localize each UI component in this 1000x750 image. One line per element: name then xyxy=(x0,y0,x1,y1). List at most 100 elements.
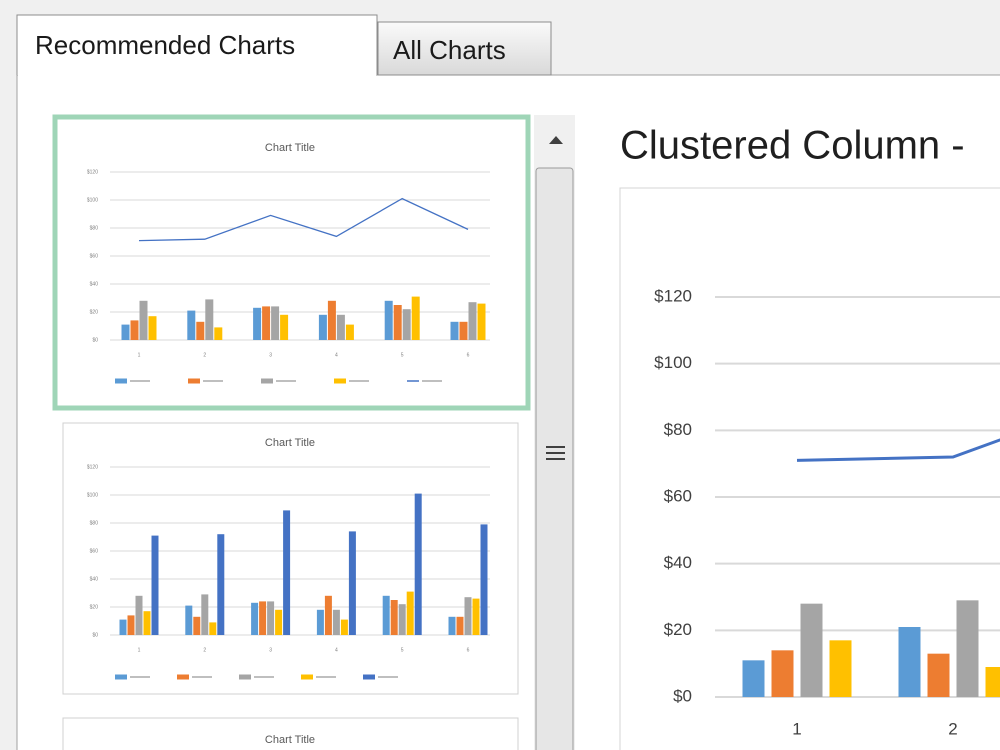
bar xyxy=(283,510,291,635)
y-tick-label: $100 xyxy=(87,197,98,203)
bar xyxy=(829,640,852,697)
bar xyxy=(148,316,157,340)
bar xyxy=(464,597,472,635)
y-tick-label: $100 xyxy=(87,492,98,498)
bar xyxy=(477,303,486,340)
bar xyxy=(771,650,794,697)
bar xyxy=(448,616,456,635)
y-tick-label: $0 xyxy=(92,337,98,343)
bar xyxy=(414,493,422,635)
y-tick-label: $40 xyxy=(90,281,99,287)
bar xyxy=(742,660,765,697)
x-tick-label: 1 xyxy=(138,352,141,358)
legend-swatch xyxy=(363,674,375,680)
thumbnail-title: Chart Title xyxy=(265,142,315,154)
bar xyxy=(185,605,193,635)
bar xyxy=(209,622,217,635)
tab-recommended[interactable] xyxy=(16,14,378,75)
bar xyxy=(898,627,921,697)
y-tick-label: $120 xyxy=(654,286,692,305)
x-tick-label: 6 xyxy=(467,647,470,653)
bar xyxy=(324,595,332,635)
bar xyxy=(327,300,336,340)
bar xyxy=(800,603,823,697)
bar xyxy=(336,314,345,340)
bar xyxy=(214,327,223,340)
bar xyxy=(459,321,468,340)
y-tick-label: $80 xyxy=(664,420,692,439)
bar xyxy=(393,305,402,340)
thumbnail[interactable] xyxy=(62,422,519,695)
y-tick-label: $60 xyxy=(90,548,99,554)
bar xyxy=(251,602,259,635)
bar xyxy=(130,320,139,340)
y-tick-label: $100 xyxy=(654,353,692,372)
bar xyxy=(275,609,283,635)
preview-heading: Clustered Column - xyxy=(620,124,965,168)
bar xyxy=(927,653,950,697)
thumbnail-selected[interactable] xyxy=(52,114,531,411)
bar xyxy=(390,600,398,635)
bar xyxy=(956,600,979,697)
bar xyxy=(480,524,488,635)
bar xyxy=(316,609,324,635)
legend-swatch xyxy=(115,674,127,680)
tab-label[interactable]: All Charts xyxy=(393,35,506,65)
bar xyxy=(271,306,280,340)
bar xyxy=(139,300,148,340)
bar xyxy=(259,601,267,635)
bar xyxy=(201,594,209,635)
bar xyxy=(267,601,275,635)
bar xyxy=(402,309,411,340)
tab-all[interactable] xyxy=(377,21,552,76)
x-tick-label: 4 xyxy=(335,352,338,358)
y-tick-label: $0 xyxy=(92,632,98,638)
bar xyxy=(406,591,414,635)
x-tick-label: 1 xyxy=(792,719,801,738)
legend-swatch xyxy=(334,378,346,384)
thumbnail[interactable] xyxy=(62,717,519,750)
y-tick-label: $40 xyxy=(90,576,99,582)
y-tick-label: $20 xyxy=(90,604,99,610)
bar xyxy=(450,321,459,340)
bar xyxy=(318,314,327,340)
legend-swatch xyxy=(115,378,127,384)
bar xyxy=(280,314,289,340)
line-series xyxy=(796,438,1000,462)
bar xyxy=(398,604,406,635)
tab-label[interactable]: Recommended Charts xyxy=(35,30,295,60)
y-tick-label: $20 xyxy=(90,309,99,315)
x-tick-label: 3 xyxy=(269,647,272,653)
x-tick-label: 1 xyxy=(138,647,141,653)
tab-join xyxy=(18,74,376,77)
bar xyxy=(119,619,127,635)
thumbnail-title: Chart Title xyxy=(265,734,315,746)
y-tick-label: $80 xyxy=(90,225,99,231)
bar xyxy=(187,310,196,340)
bar xyxy=(340,619,348,635)
x-tick-label: 5 xyxy=(401,647,404,653)
bar xyxy=(345,324,354,340)
x-tick-label: 3 xyxy=(269,352,272,358)
x-tick-label: 2 xyxy=(948,719,957,738)
bar xyxy=(127,615,135,635)
bar xyxy=(121,324,130,340)
legend-swatch xyxy=(261,378,273,384)
bar xyxy=(348,531,356,635)
bar xyxy=(472,598,480,635)
bar xyxy=(193,616,201,635)
legend-swatch xyxy=(177,674,189,680)
bar xyxy=(382,595,390,635)
y-tick-label: $120 xyxy=(87,464,98,470)
x-tick-label: 6 xyxy=(467,352,470,358)
line-series xyxy=(138,197,469,242)
bar xyxy=(196,321,205,340)
bar xyxy=(384,300,393,340)
y-tick-label: $60 xyxy=(664,486,692,505)
bar xyxy=(151,535,159,635)
x-tick-label: 5 xyxy=(401,352,404,358)
bar xyxy=(205,299,214,340)
bar xyxy=(217,534,225,635)
scroll-grip xyxy=(546,446,565,460)
thumbnail-title: Chart Title xyxy=(265,437,315,449)
